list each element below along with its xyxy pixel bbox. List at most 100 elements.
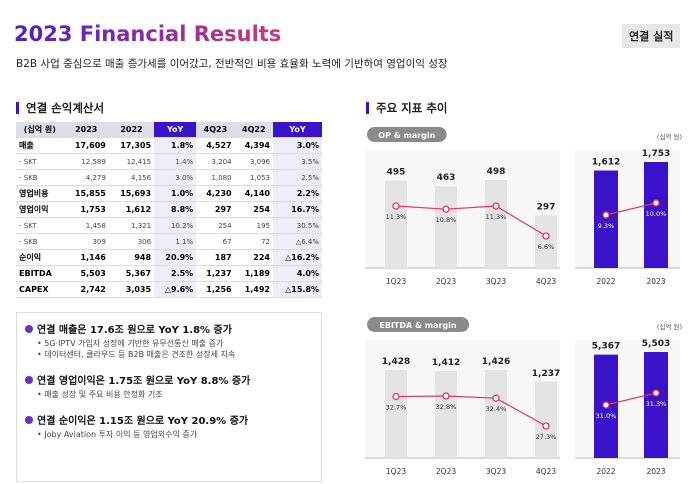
table-cell: 4,527 (196, 137, 235, 154)
margin-label: 32.7% (386, 404, 407, 412)
section-title: 연결 손익계산서 (16, 102, 104, 114)
table-cell: 15,693 (108, 185, 155, 202)
category-label: 3Q23 (486, 277, 506, 286)
value-label: 1,237 (532, 369, 560, 379)
margin-label: 9.3% (598, 222, 615, 230)
margin-point (542, 422, 550, 430)
table-cell: 224 (234, 249, 273, 266)
table-row: CAPEX 2,742 3,035 △9.6% 1,256 1,492 △15.8% (16, 281, 322, 298)
table-cell: CAPEX (16, 281, 64, 298)
category-label: 1Q23 (386, 467, 406, 476)
table-cell: 12,589 (63, 153, 109, 170)
bar (535, 215, 557, 268)
category-label: 2023 (646, 277, 665, 286)
charts: OP & margin (십억 원) 495 1Q23 463 2Q23 498 3Q23 29… (365, 127, 682, 476)
table-cell: 1,612 (108, 201, 155, 218)
margin-point (542, 232, 550, 240)
bar (435, 370, 457, 458)
highlight-item: 연결 매출은 17.6조 원으로 YoY 1.8% 증가 5G·IPTV 가입자 … (17, 321, 321, 360)
margin-label: 31.0% (596, 412, 617, 420)
table-cell: 매출 (16, 137, 64, 154)
table-cell: 3,096 (234, 153, 273, 170)
highlight-item: 연결 영업이익은 1.75조 원으로 YoY 8.8% 증가매출 성장 및 주요… (17, 372, 321, 400)
chart-title-bg (367, 127, 447, 142)
category-label: 2022 (596, 467, 615, 476)
margin-label: 11.3% (486, 213, 507, 221)
table-row: 영업비용 15,855 15,693 1.0% 4,230 4,140 2.2% (16, 185, 322, 202)
column-header: 4Q23 (196, 122, 235, 138)
highlight-heading: 연결 영업이익은 1.75조 원으로 YoY 8.8% 증가 (25, 372, 321, 387)
value-label: 1,412 (432, 358, 460, 368)
table-cell: 16.7% (273, 201, 322, 218)
title: 2023 Financial Results (14, 22, 282, 46)
margin-point (492, 394, 500, 402)
table-cell: 72 (234, 233, 273, 250)
table-cell: - SKB (16, 233, 64, 250)
margin-point (652, 389, 660, 397)
table-row: - SKT 1,458 1,321 10.2% 254 195 30.5% (16, 217, 322, 234)
table-cell: 12,415 (108, 153, 155, 170)
table-cell: EBITDA (16, 265, 64, 282)
table-cell: 1.8% (154, 137, 197, 154)
margin-line (605, 392, 657, 406)
section-title: 주요 지표 추이 (366, 102, 448, 114)
value-label: 1,426 (482, 357, 510, 367)
margin-label: 32.4% (486, 405, 507, 413)
table-cell: 306 (108, 233, 155, 250)
table-cell: 10.2% (154, 217, 197, 234)
category-label: 2022 (596, 277, 615, 286)
value-label: 5,367 (592, 342, 620, 352)
table-cell: 4,394 (234, 137, 273, 154)
category-label: 4Q23 (536, 277, 556, 286)
income-table: (십억 원) 2023 2022 YoY 4Q23 4Q22 YoY 매출 17,609 17,3… (16, 122, 322, 298)
margin-label: 6.6% (538, 243, 555, 251)
table-cell: - SKT (16, 153, 64, 170)
value-label: 5,503 (642, 339, 670, 349)
table-cell: 2,742 (63, 281, 109, 298)
table-cell: △9.6% (154, 281, 197, 298)
value-label: 297 (537, 203, 556, 213)
table-cell: 17,305 (108, 137, 155, 154)
table-row: - SKB 4,279 4,156 3.0% 1,080 1,053 2.5% (16, 169, 322, 186)
table-cell: 2.2% (273, 185, 322, 202)
table-cell: 1,321 (108, 217, 155, 234)
margin-label: 27.3% (536, 433, 557, 441)
highlight-point: 매출 성장 및 주요 비용 안정화 기조 (37, 389, 321, 400)
table-cell: 1,080 (196, 169, 235, 186)
table-cell: 5,503 (63, 265, 109, 282)
category-label: 2Q23 (436, 277, 456, 286)
table-cell: 3.5% (273, 153, 322, 170)
table-cell: 1,256 (196, 281, 235, 298)
table-cell: 4.0% (273, 265, 322, 282)
table-cell: 195 (234, 217, 273, 234)
table-cell: 3,204 (196, 153, 235, 170)
highlight-item: 연결 순이익은 1.15조 원으로 YoY 20.9% 증가 Joby Aviat… (17, 412, 321, 440)
margin-point (652, 199, 660, 207)
highlight-heading: 연결 순이익은 1.15조 원으로 YoY 20.9% 증가 (25, 412, 321, 427)
bar (485, 180, 507, 268)
category-label: 2Q23 (436, 467, 456, 476)
table-cell: - SKB (16, 169, 64, 186)
bar (644, 352, 668, 458)
table-cell: 1.4% (154, 153, 197, 170)
bar (594, 170, 618, 268)
table-cell: 4,156 (108, 169, 155, 186)
table-cell: 1,753 (63, 201, 109, 218)
bar (535, 381, 557, 458)
table-cell: 1.0% (154, 185, 197, 202)
highlight-point: 데이터센터, 클라우드 등 B2B 매출은 견조한 성장세 지속 (37, 349, 321, 360)
value-label: 463 (437, 173, 456, 183)
column-header: (십억 원) (16, 122, 64, 138)
table-cell: 5,367 (108, 265, 155, 282)
bar (385, 180, 407, 268)
table-cell: 4,279 (63, 169, 109, 186)
table-row: 순이익 1,146 948 20.9% 187 224 △16.2% (16, 249, 322, 266)
margin-label: 10.8% (436, 216, 457, 224)
value-label: 1,753 (642, 149, 670, 159)
chart-title-bg (367, 317, 469, 332)
subtitle: B2B 사업 중심으로 매출 증가세를 이어갔고, 전반적인 비용 효율화 노력… (16, 58, 448, 70)
table-cell: △15.8% (273, 281, 322, 298)
table-cell: 254 (234, 201, 273, 218)
highlight-point: Joby Aviation 투자 이익 등 영업외수익 증가 (37, 429, 321, 440)
